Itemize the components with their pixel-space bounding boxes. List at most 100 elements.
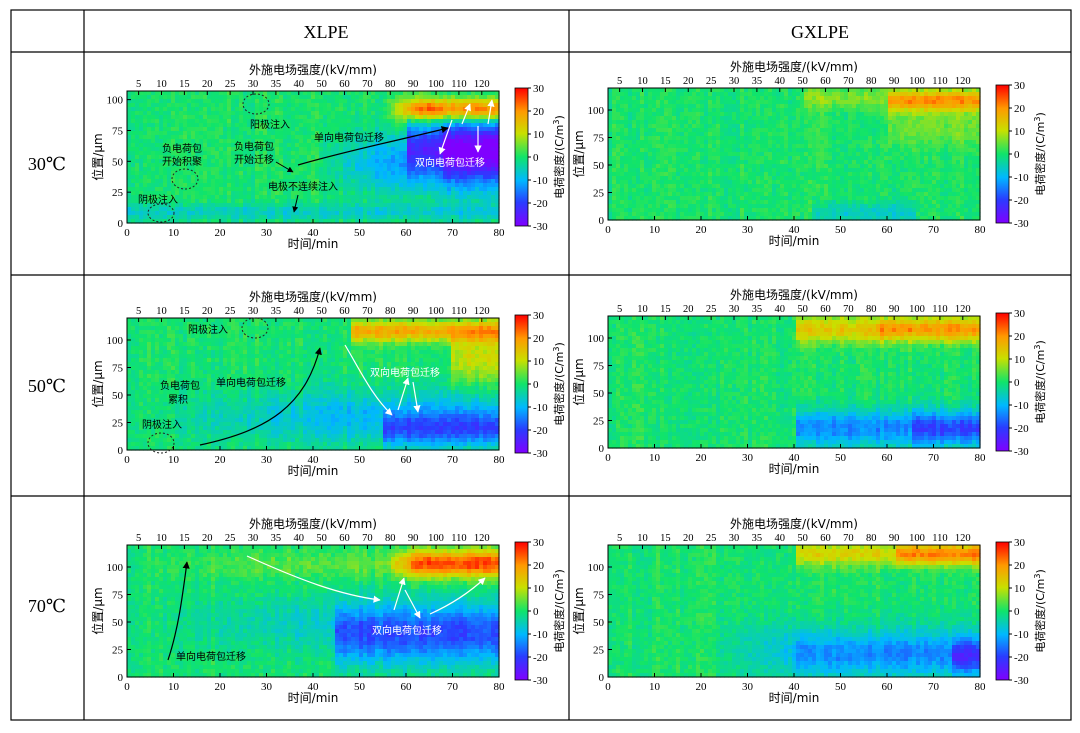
heatmap-cell [427, 95, 432, 100]
heatmap-cell [371, 107, 376, 112]
heatmap-cell [732, 208, 737, 213]
heatmap-cell [319, 191, 324, 196]
heatmap-cell [632, 156, 637, 161]
heatmap-cell [287, 143, 292, 148]
heatmap-cell [676, 92, 681, 97]
heatmap-cell [443, 175, 448, 180]
heatmap-cell [808, 188, 813, 193]
heatmap-cell [315, 111, 320, 116]
heatmap-cell [748, 212, 753, 217]
heatmap-cell [343, 199, 348, 204]
heatmap-cell [411, 127, 416, 132]
heatmap-cell [299, 119, 304, 124]
heatmap-cell [375, 207, 380, 212]
heatmap-cell [439, 159, 444, 164]
heatmap-cell [736, 128, 741, 133]
heatmap-cell [720, 116, 725, 121]
heatmap-cell [704, 172, 709, 177]
heatmap-cell [287, 219, 292, 224]
heatmap-cell [652, 160, 657, 165]
heatmap-cell [612, 104, 617, 109]
heatmap-cell [616, 96, 621, 101]
heatmap-cell [379, 199, 384, 204]
heatmap-cell [736, 140, 741, 145]
heatmap-cell [275, 211, 280, 216]
heatmap-cell [311, 179, 316, 184]
heatmap-cell [415, 211, 420, 216]
heatmap-cell [395, 123, 400, 128]
heatmap-cell [760, 192, 765, 197]
heatmap-cell [620, 116, 625, 121]
heatmap-cell [271, 191, 276, 196]
heatmap-cell [608, 128, 613, 133]
heatmap-cell [792, 128, 797, 133]
heatmap-cell [700, 120, 705, 125]
heatmap-cell [684, 100, 689, 105]
heatmap-cell [732, 92, 737, 97]
heatmap-cell [143, 179, 148, 184]
heatmap-cell [419, 175, 424, 180]
heatmap-cell [159, 111, 164, 116]
heatmap-cell [139, 175, 144, 180]
heatmap-cell [704, 88, 709, 93]
heatmap-cell [776, 104, 781, 109]
heatmap-cell [768, 212, 773, 217]
heatmap-cell [463, 163, 468, 168]
heatmap-cell [231, 91, 236, 96]
heatmap-cell [784, 96, 789, 101]
heatmap-cell [195, 175, 200, 180]
heatmap-cell [808, 216, 813, 221]
heatmap-cell [680, 208, 685, 213]
heatmap-cell [792, 132, 797, 137]
heatmap-cell [367, 131, 372, 136]
heatmap-cell [820, 132, 825, 137]
heatmap-cell [263, 211, 268, 216]
heatmap-cell [371, 95, 376, 100]
heatmap-cell [151, 199, 156, 204]
heatmap-cell [812, 156, 817, 161]
heatmap-cell [443, 167, 448, 172]
heatmap-cell [215, 115, 220, 120]
heatmap-cell [788, 188, 793, 193]
heatmap-cell [728, 168, 733, 173]
heatmap-cell [171, 183, 176, 188]
heatmap-cell [716, 208, 721, 213]
heatmap-cell [299, 155, 304, 160]
heatmap-cell [343, 111, 348, 116]
heatmap-cell [471, 215, 476, 220]
heatmap-cell [443, 99, 448, 104]
heatmap-cell [459, 163, 464, 168]
heatmap-cell [800, 136, 805, 141]
heatmap-cell [632, 136, 637, 141]
heatmap-cell [664, 100, 669, 105]
heatmap-cell [784, 108, 789, 113]
heatmap-cell [275, 187, 280, 192]
heatmap-cell [243, 119, 248, 124]
heatmap-cell [640, 140, 645, 145]
heatmap-cell [712, 96, 717, 101]
heatmap-cell [191, 171, 196, 176]
heatmap-cell [459, 195, 464, 200]
heatmap-cell [640, 172, 645, 177]
heatmap-cell [251, 219, 256, 224]
heatmap-cell [475, 147, 480, 152]
heatmap-cell [395, 179, 400, 184]
heatmap-cell [383, 155, 388, 160]
heatmap-cell [712, 116, 717, 121]
heatmap-cell [223, 199, 228, 204]
heatmap-cell [199, 203, 204, 208]
heatmap-cell [724, 144, 729, 149]
heatmap-cell [443, 199, 448, 204]
heatmap-cell [700, 200, 705, 205]
heatmap-cell [215, 187, 220, 192]
heatmap-cell [796, 132, 801, 137]
heatmap-cell [127, 91, 132, 96]
heatmap-cell [776, 152, 781, 157]
heatmap-cell [395, 219, 400, 224]
heatmap-cell [343, 159, 348, 164]
heatmap-cell [479, 99, 484, 104]
heatmap-cell [163, 119, 168, 124]
heatmap-cell [616, 216, 621, 221]
heatmap-cell [231, 183, 236, 188]
heatmap-cell [199, 183, 204, 188]
